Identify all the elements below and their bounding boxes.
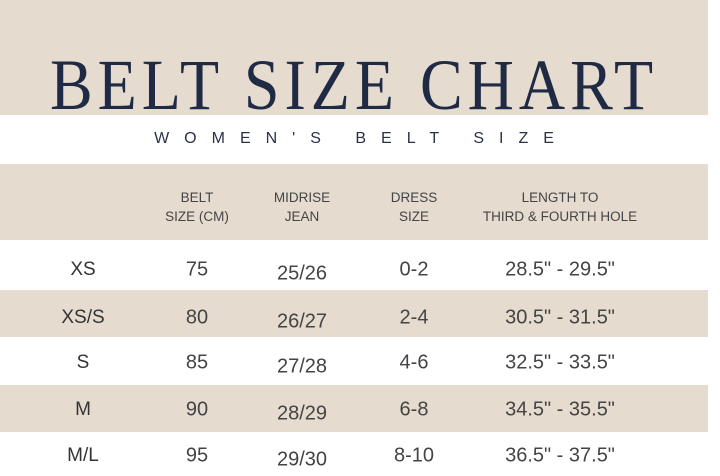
header-line: LENGTH TO — [521, 190, 599, 205]
column-header: MIDRISE JEAN — [274, 188, 330, 226]
cell-dress: 8-10 — [393, 444, 435, 467]
cell-length: 28.5" - 29.5" — [505, 258, 615, 281]
cell-dress: 0-2 — [399, 258, 429, 281]
cell-belt: 85 — [185, 351, 209, 374]
cell-size: M — [75, 399, 91, 420]
page-subtitle: WOMEN'S BELT SIZE — [154, 130, 569, 147]
cell-size: S — [76, 352, 90, 373]
column-header: DRESS SIZE — [391, 188, 438, 226]
cell-belt: 90 — [185, 398, 209, 421]
cell-jean: 28/29 — [276, 402, 328, 425]
cell-dress: 2-4 — [399, 306, 429, 329]
header-band — [0, 164, 708, 240]
cell-length: 30.5" - 31.5" — [505, 306, 615, 329]
cell-belt: 95 — [185, 444, 209, 467]
header-line: SIZE (CM) — [165, 209, 229, 224]
cell-belt: 80 — [185, 306, 209, 329]
row-band — [0, 290, 708, 337]
header-line: THIRD & FOURTH HOLE — [482, 209, 638, 224]
header-line: JEAN — [284, 209, 320, 224]
cell-size: XS — [70, 259, 96, 280]
cell-dress: 6-8 — [399, 398, 429, 421]
column-header: LENGTH TO THIRD & FOURTH HOLE — [483, 188, 637, 226]
cell-jean: 27/28 — [276, 355, 328, 378]
cell-size: M/L — [67, 445, 99, 466]
header-line: MIDRISE — [273, 190, 331, 205]
cell-belt: 75 — [185, 258, 209, 281]
cell-length: 34.5" - 35.5" — [505, 398, 615, 421]
row-band — [0, 385, 708, 432]
cell-dress: 4-6 — [399, 351, 429, 374]
column-header: BELT SIZE (CM) — [165, 188, 229, 226]
cell-jean: 26/27 — [276, 310, 328, 333]
cell-size: XS/S — [61, 307, 105, 328]
page-title: BELT SIZE CHART — [49, 45, 659, 125]
cell-jean: 25/26 — [276, 262, 328, 285]
header-line: DRESS — [390, 190, 438, 205]
title-band — [0, 0, 708, 115]
cell-length: 36.5" - 37.5" — [505, 444, 615, 467]
cell-jean: 29/30 — [276, 448, 328, 471]
header-line: SIZE — [398, 209, 430, 224]
header-line: BELT — [180, 190, 214, 205]
cell-length: 32.5" - 33.5" — [505, 351, 615, 374]
